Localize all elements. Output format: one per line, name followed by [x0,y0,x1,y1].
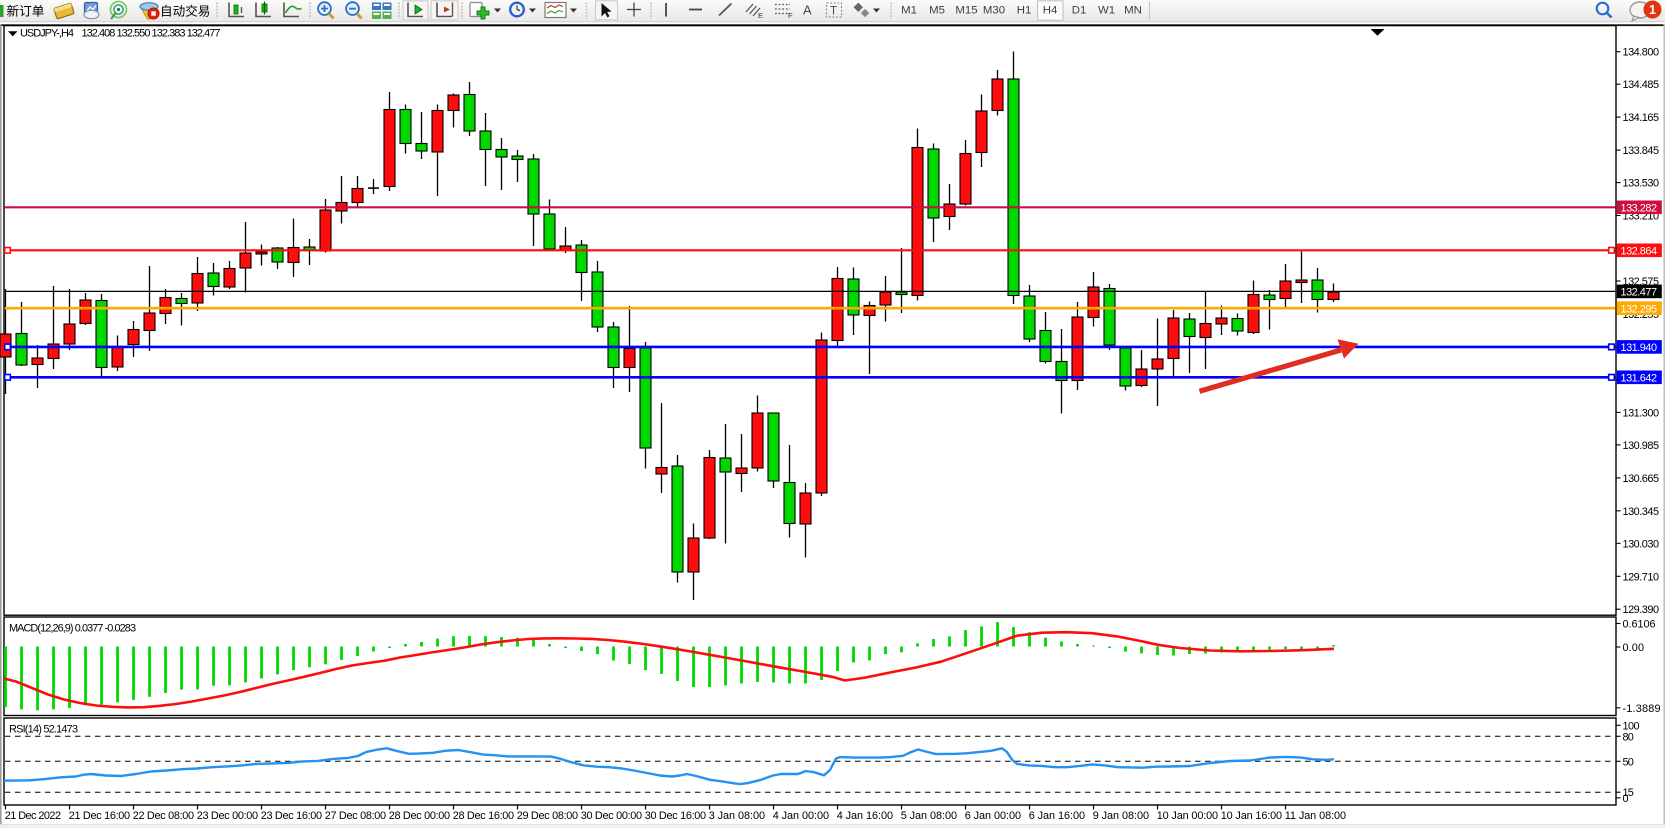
svg-text:21 Dec 2022: 21 Dec 2022 [5,810,61,822]
svg-text:MN: MN [1124,5,1142,17]
svg-text:H4: H4 [1043,5,1058,17]
svg-text:15: 15 [1623,787,1634,799]
svg-text:27 Dec 08:00: 27 Dec 08:00 [325,810,386,822]
svg-text:6 Jan 00:00: 6 Jan 00:00 [965,810,1021,822]
svg-text:1: 1 [1649,3,1656,17]
svg-text:M5: M5 [929,5,945,17]
svg-text:E: E [758,11,763,20]
svg-text:28 Dec 00:00: 28 Dec 00:00 [389,810,450,822]
svg-text:130.030: 130.030 [1623,538,1660,550]
svg-text:23 Dec 16:00: 23 Dec 16:00 [261,810,322,822]
svg-text:50: 50 [1623,756,1634,768]
svg-text:132.295: 132.295 [1621,303,1658,315]
svg-text:自动交易: 自动交易 [160,4,210,19]
svg-text:RSI(14) 52.1473: RSI(14) 52.1473 [9,724,78,736]
svg-text:131.300: 131.300 [1623,407,1660,419]
svg-text:新订单: 新订单 [7,4,45,19]
svg-text:0.6106: 0.6106 [1623,619,1656,631]
svg-text:29 Dec 08:00: 29 Dec 08:00 [517,810,578,822]
svg-text:USDJPY-,H4: USDJPY-,H4 [20,27,74,39]
svg-text:134.485: 134.485 [1623,79,1660,91]
svg-text:0.00: 0.00 [1623,642,1645,654]
svg-text:130.985: 130.985 [1623,440,1660,452]
svg-text:M1: M1 [901,5,917,17]
svg-text:H1: H1 [1017,5,1032,17]
svg-text:131.642: 131.642 [1621,373,1658,385]
svg-text:D1: D1 [1072,5,1087,17]
svg-text:M30: M30 [983,5,1005,17]
svg-text:30 Dec 00:00: 30 Dec 00:00 [581,810,642,822]
svg-text:9 Jan 08:00: 9 Jan 08:00 [1093,810,1149,822]
svg-text:4 Jan 00:00: 4 Jan 00:00 [773,810,829,822]
svg-text:133.530: 133.530 [1623,178,1660,190]
svg-text:-1.3889: -1.3889 [1623,703,1661,715]
svg-text:22 Dec 08:00: 22 Dec 08:00 [133,810,194,822]
svg-text:134.165: 134.165 [1623,112,1660,124]
svg-text:A: A [803,3,812,18]
svg-text:134.800: 134.800 [1623,47,1660,59]
svg-text:130.345: 130.345 [1623,506,1660,518]
svg-text:5 Jan 08:00: 5 Jan 08:00 [901,810,957,822]
svg-text:132.864: 132.864 [1621,246,1658,258]
svg-text:M15: M15 [955,5,977,17]
svg-text:129.390: 129.390 [1623,604,1660,616]
svg-text:10 Jan 16:00: 10 Jan 16:00 [1221,810,1282,822]
svg-text:28 Dec 16:00: 28 Dec 16:00 [453,810,514,822]
svg-text:131.940: 131.940 [1621,342,1658,354]
svg-text:129.710: 129.710 [1623,571,1660,583]
svg-text:MACD(12,26,9) 0.0377 -0.0283: MACD(12,26,9) 0.0377 -0.0283 [9,623,136,635]
svg-text:6 Jan 16:00: 6 Jan 16:00 [1029,810,1085,822]
svg-text:23 Dec 00:00: 23 Dec 00:00 [197,810,258,822]
svg-text:132.408 132.550 132.383 132.47: 132.408 132.550 132.383 132.477 [82,27,221,39]
svg-text:80: 80 [1623,731,1634,743]
svg-text:11 Jan 08:00: 11 Jan 08:00 [1285,810,1346,822]
svg-text:130.665: 130.665 [1623,473,1660,485]
svg-text:100: 100 [1623,720,1640,732]
svg-text:132.477: 132.477 [1621,287,1658,299]
svg-text:3 Jan 08:00: 3 Jan 08:00 [709,810,765,822]
svg-text:133.282: 133.282 [1621,203,1658,215]
svg-text:21 Dec 16:00: 21 Dec 16:00 [69,810,130,822]
svg-text:0: 0 [1623,793,1629,805]
svg-text:4 Jan 16:00: 4 Jan 16:00 [837,810,893,822]
svg-text:F: F [788,11,793,20]
svg-text:133.845: 133.845 [1623,145,1660,157]
svg-text:10 Jan 00:00: 10 Jan 00:00 [1157,810,1218,822]
svg-text:W1: W1 [1098,5,1115,17]
svg-text:30 Dec 16:00: 30 Dec 16:00 [645,810,706,822]
svg-text:T: T [830,6,837,18]
